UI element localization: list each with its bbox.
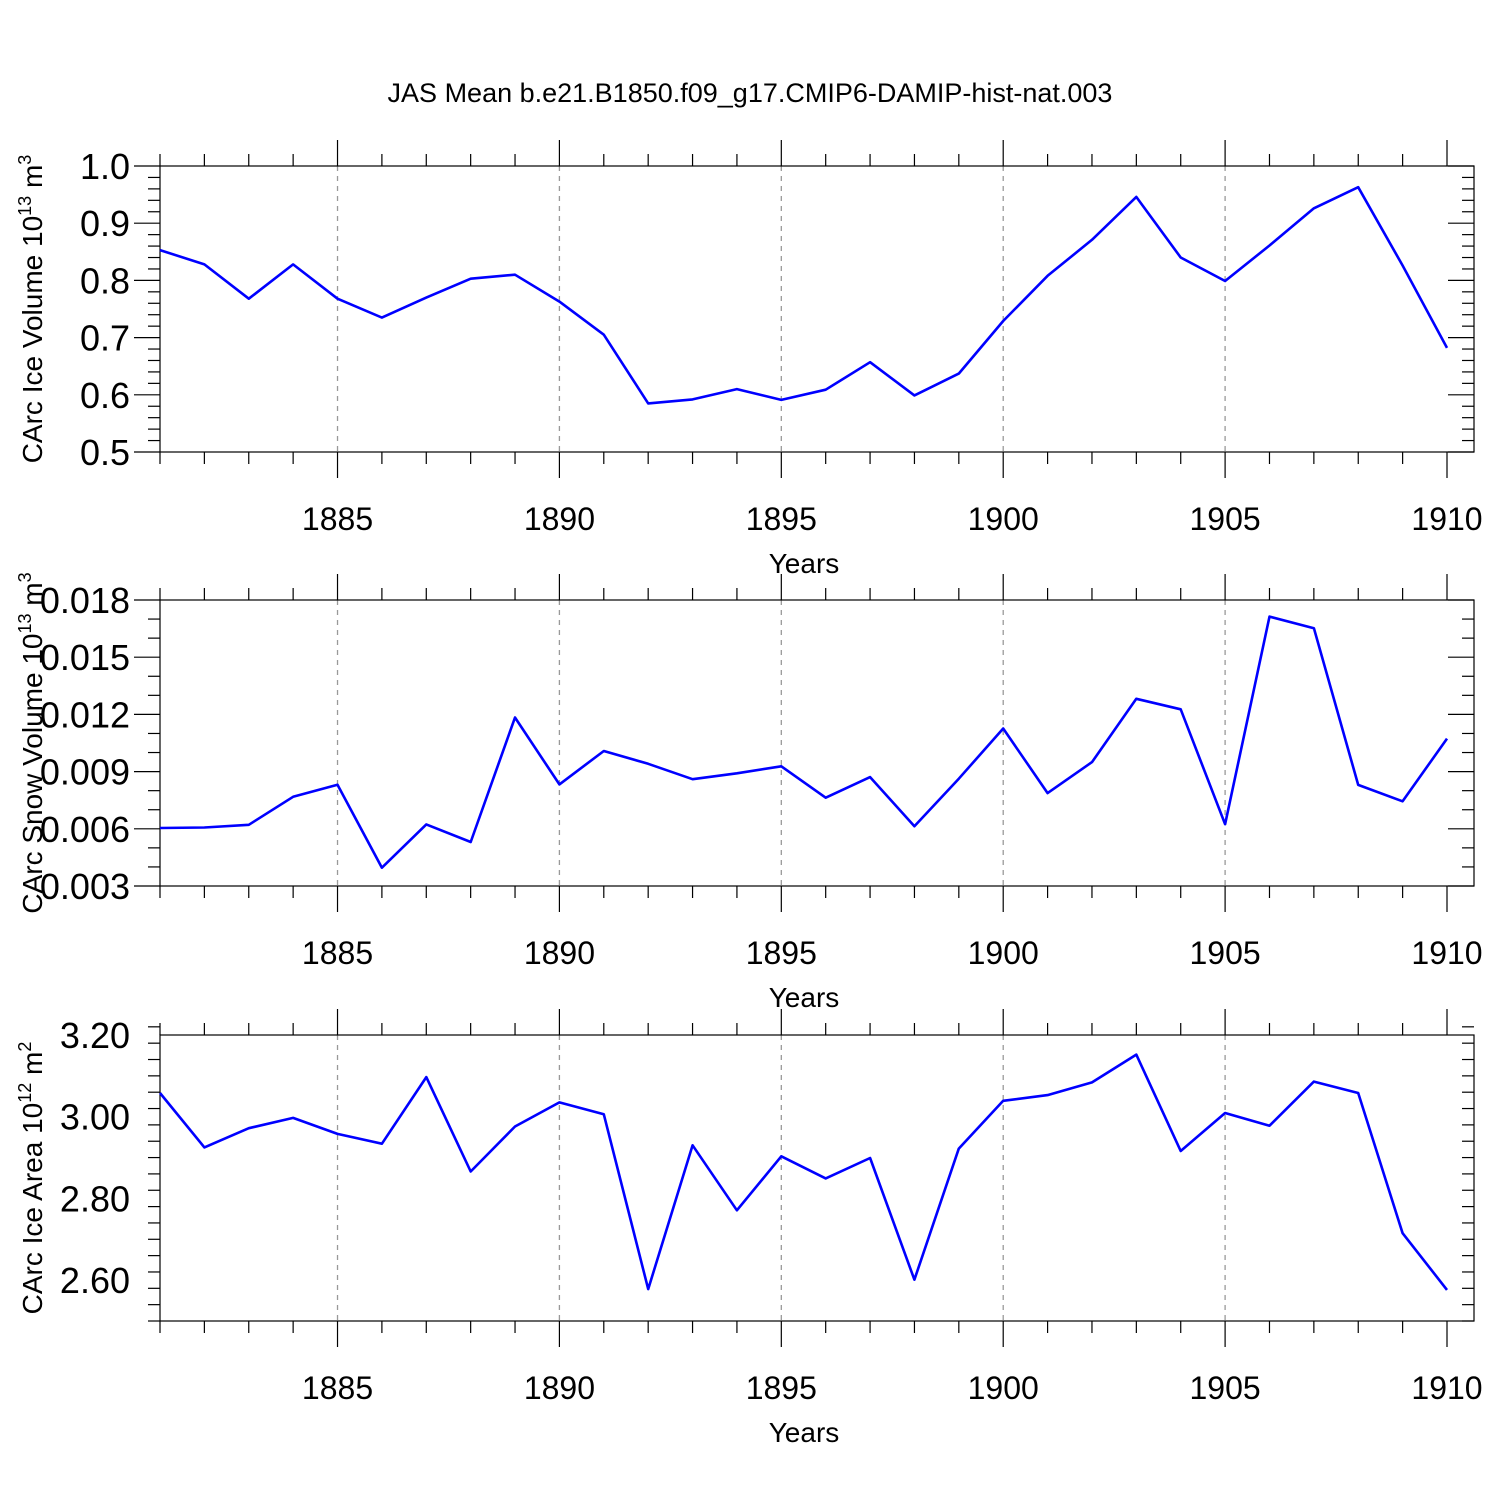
plot-frame — [159, 1034, 1475, 1322]
x-tick-label-1905: 1905 — [1190, 935, 1261, 971]
panel-snow-volume: 1885 1890 1895 1900 1905 1910 Years 0.003 0.006 0… — [15, 572, 1483, 1013]
panel-ice-area: 1885 1890 1895 1900 1905 1910 Years 2.60 2.80 3.0… — [15, 1009, 1483, 1448]
y-tick-label: 0.9 — [80, 203, 130, 244]
y-tick-label: 0.003 — [40, 866, 130, 907]
y-axis-label: CArc Ice Volume 1013 m3 — [15, 155, 48, 464]
x-axis-label: Years — [769, 548, 840, 579]
x-tick-label-1910: 1910 — [1411, 1370, 1482, 1406]
plot-frame — [159, 599, 1475, 887]
x-tick-label-1885: 1885 — [302, 935, 373, 971]
x-tick-label-1895: 1895 — [746, 935, 817, 971]
x-axis-label: Years — [769, 1417, 840, 1448]
x-tick-label-1900: 1900 — [968, 935, 1039, 971]
panel-ice-volume: 1885 1890 1895 1900 1905 1910 Years 0.5 0.6 0.7 0.… — [15, 140, 1483, 579]
y-tick-label: 0.012 — [40, 694, 130, 735]
y-tick-label: 1.0 — [80, 146, 130, 187]
y-tick-label: 3.20 — [60, 1015, 130, 1056]
chart-title: JAS Mean b.e21.B1850.f09_g17.CMIP6-DAMIP… — [388, 78, 1113, 108]
series-line — [159, 185, 1449, 405]
y-tick-label: 0.006 — [40, 809, 130, 850]
y-tick-label: 0.5 — [80, 432, 130, 473]
x-tick-label-1890: 1890 — [524, 501, 595, 537]
x-tick-label-1885: 1885 — [302, 501, 373, 537]
x-tick-label-1910: 1910 — [1411, 935, 1482, 971]
y-tick-label: 0.7 — [80, 318, 130, 359]
series-line — [158, 1053, 1449, 1291]
y-tick-label: 0.015 — [40, 637, 130, 678]
x-tick-label-1910: 1910 — [1411, 501, 1482, 537]
x-tick-label-1885: 1885 — [302, 1370, 373, 1406]
x-axis-label: Years — [769, 982, 840, 1013]
plot-frame — [159, 165, 1475, 453]
x-tick-label-1895: 1895 — [746, 1370, 817, 1406]
y-axis-label: CArc Ice Area 1012 m2 — [15, 1042, 48, 1315]
y-tick-label: 0.6 — [80, 375, 130, 416]
x-tick-label-1905: 1905 — [1190, 501, 1261, 537]
x-tick-label-1905: 1905 — [1190, 1370, 1261, 1406]
x-tick-label-1890: 1890 — [524, 1370, 595, 1406]
x-tick-label-1890: 1890 — [524, 935, 595, 971]
y-tick-label: 2.60 — [60, 1260, 130, 1301]
y-tick-label: 0.009 — [40, 752, 130, 793]
y-tick-label: 2.80 — [60, 1178, 130, 1219]
x-tick-label-1900: 1900 — [968, 501, 1039, 537]
y-axis-label: CArc Snow Volume 1013 m3 — [15, 572, 48, 913]
y-tick-label: 0.018 — [40, 580, 130, 621]
x-tick-label-1900: 1900 — [968, 1370, 1039, 1406]
y-tick-label: 3.00 — [60, 1097, 130, 1138]
series-line — [159, 615, 1449, 870]
y-tick-label: 0.8 — [80, 260, 130, 301]
x-tick-label-1895: 1895 — [746, 501, 817, 537]
